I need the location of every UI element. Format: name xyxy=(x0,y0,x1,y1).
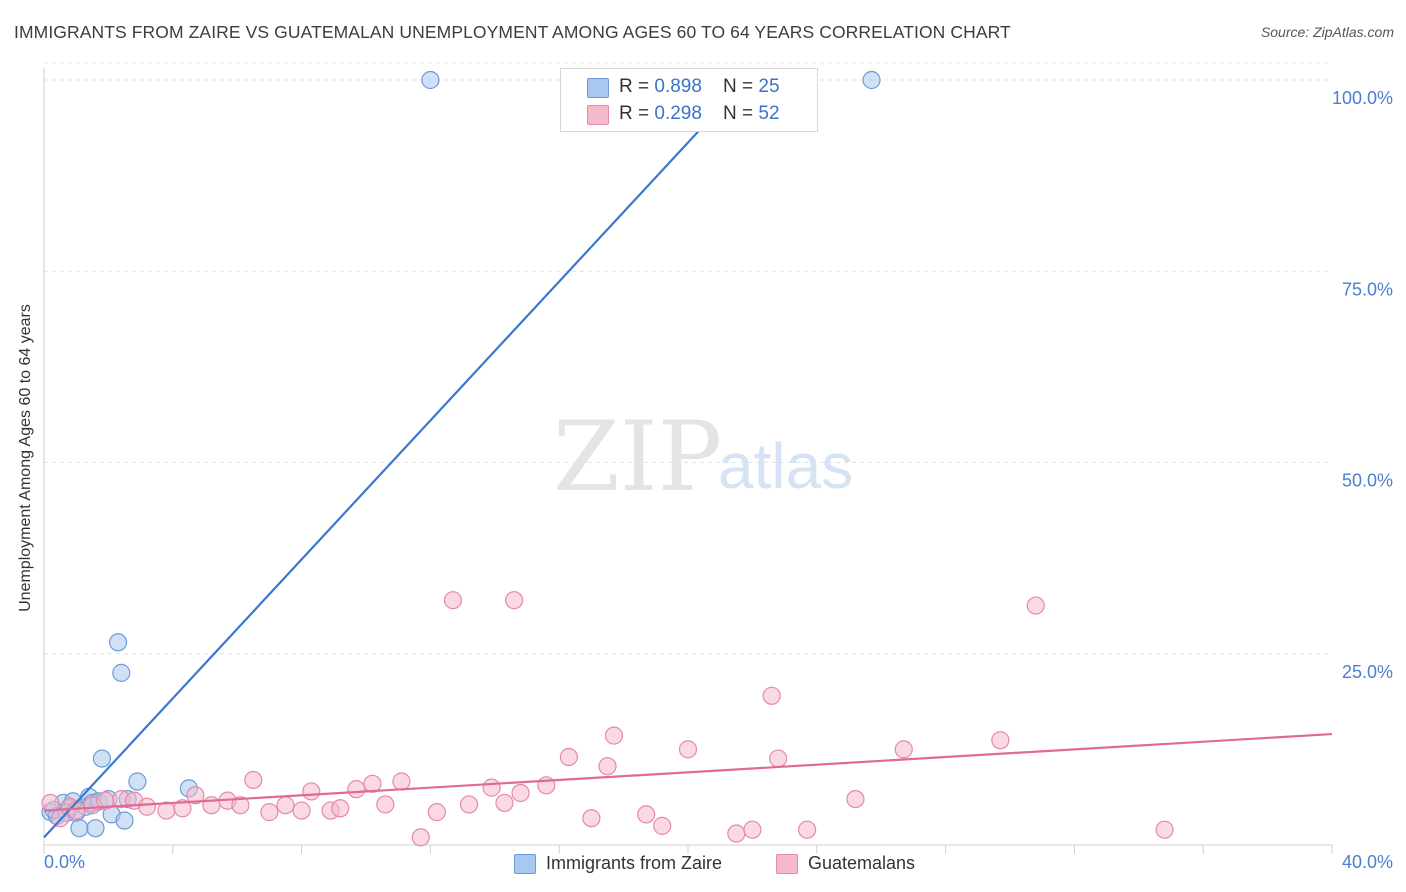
series-swatch-zaire xyxy=(514,854,536,874)
data-point[interactable] xyxy=(244,770,263,790)
data-point[interactable] xyxy=(331,799,350,818)
data-point[interactable] xyxy=(582,809,601,828)
r-label: R = xyxy=(619,76,655,97)
data-point[interactable] xyxy=(482,778,501,797)
y-tick-label-75: 75.0% xyxy=(1342,279,1393,299)
series-name-zaire: Immigrants from Zaire xyxy=(546,853,723,873)
data-point[interactable] xyxy=(894,740,913,759)
legend-swatch-zaire xyxy=(587,78,609,98)
r-label: R = xyxy=(619,103,655,124)
data-point[interactable] xyxy=(459,795,479,814)
data-point[interactable] xyxy=(112,663,131,682)
x-tick-label-min: 0.0% xyxy=(44,852,85,872)
data-point[interactable] xyxy=(86,819,105,838)
y-tick-label-50: 50.0% xyxy=(1342,471,1393,491)
x-axis-ticks xyxy=(43,845,1333,854)
y-axis-tick-labels: 25.0% 50.0% 75.0% 100.0% xyxy=(1332,88,1393,682)
data-point[interactable] xyxy=(302,782,321,801)
trend-lines xyxy=(43,79,1333,839)
correlation-legend: R = 0.898 N = 25 R = 0.298 N = 52 xyxy=(560,68,818,132)
data-point[interactable] xyxy=(392,772,411,791)
n-label: N = xyxy=(723,76,759,97)
data-point[interactable] xyxy=(427,803,446,822)
data-point[interactable] xyxy=(128,772,147,791)
data-point[interactable] xyxy=(292,801,311,820)
data-point[interactable] xyxy=(511,783,530,803)
data-point[interactable] xyxy=(231,796,250,815)
y-tick-label-100: 100.0% xyxy=(1332,88,1393,108)
data-point[interactable] xyxy=(260,803,279,822)
data-point[interactable] xyxy=(678,740,698,759)
legend-swatch-guatemalans xyxy=(587,105,609,125)
chart-title: IMMIGRANTS FROM ZAIRE VS GUATEMALAN UNEM… xyxy=(14,22,1011,42)
data-point[interactable] xyxy=(1026,596,1045,615)
data-point[interactable] xyxy=(505,591,524,610)
data-point[interactable] xyxy=(769,749,788,768)
data-point[interactable] xyxy=(41,793,60,813)
data-point[interactable] xyxy=(862,70,881,90)
n-value: 25 xyxy=(758,76,780,97)
r-value: 0.298 xyxy=(654,103,702,124)
data-point[interactable] xyxy=(347,780,366,799)
data-point[interactable] xyxy=(108,633,128,652)
data-point[interactable] xyxy=(727,824,746,843)
data-point[interactable] xyxy=(495,793,514,813)
data-point[interactable] xyxy=(411,828,430,847)
watermark-zip: ZIP xyxy=(553,401,722,513)
data-point[interactable] xyxy=(653,816,672,835)
data-point[interactable] xyxy=(604,726,624,745)
trend-line-1 xyxy=(43,732,1333,812)
data-point[interactable] xyxy=(762,686,781,705)
series-swatch-guatemalans xyxy=(776,854,798,874)
source-credit: Source: ZipAtlas.com xyxy=(1260,24,1394,40)
y-tick-label-25: 25.0% xyxy=(1342,662,1393,682)
data-point[interactable] xyxy=(70,819,89,838)
r-value: 0.898 xyxy=(654,76,702,97)
data-point[interactable] xyxy=(363,774,382,793)
data-point[interactable] xyxy=(443,591,463,610)
series-points-1 xyxy=(41,591,1174,847)
data-point[interactable] xyxy=(559,747,578,767)
n-label: N = xyxy=(723,103,759,124)
data-point[interactable] xyxy=(115,811,134,830)
data-point[interactable] xyxy=(598,757,617,776)
n-value: 52 xyxy=(758,103,780,124)
x-tick-label-max: 40.0% xyxy=(1342,852,1393,872)
data-point[interactable] xyxy=(991,731,1010,750)
legend-stats-zaire: R = 0.898 N = 25 xyxy=(619,76,780,98)
data-point[interactable] xyxy=(92,749,112,768)
data-point[interactable] xyxy=(846,789,865,809)
data-point[interactable] xyxy=(186,786,205,805)
watermark-atlas: atlas xyxy=(718,430,853,502)
series-name-guatemalans: Guatemalans xyxy=(808,853,916,873)
data-point[interactable] xyxy=(137,797,157,816)
trend-line-0 xyxy=(43,79,747,839)
data-point[interactable] xyxy=(743,820,762,839)
data-point[interactable] xyxy=(637,805,656,824)
legend-stats-guatemalans: R = 0.298 N = 52 xyxy=(619,103,780,125)
data-point[interactable] xyxy=(376,795,395,814)
data-point[interactable] xyxy=(798,820,817,839)
data-point[interactable] xyxy=(173,799,192,818)
data-point[interactable] xyxy=(421,70,440,90)
data-point[interactable] xyxy=(1155,820,1174,839)
data-point[interactable] xyxy=(276,796,295,815)
grid-lines xyxy=(44,62,1332,655)
